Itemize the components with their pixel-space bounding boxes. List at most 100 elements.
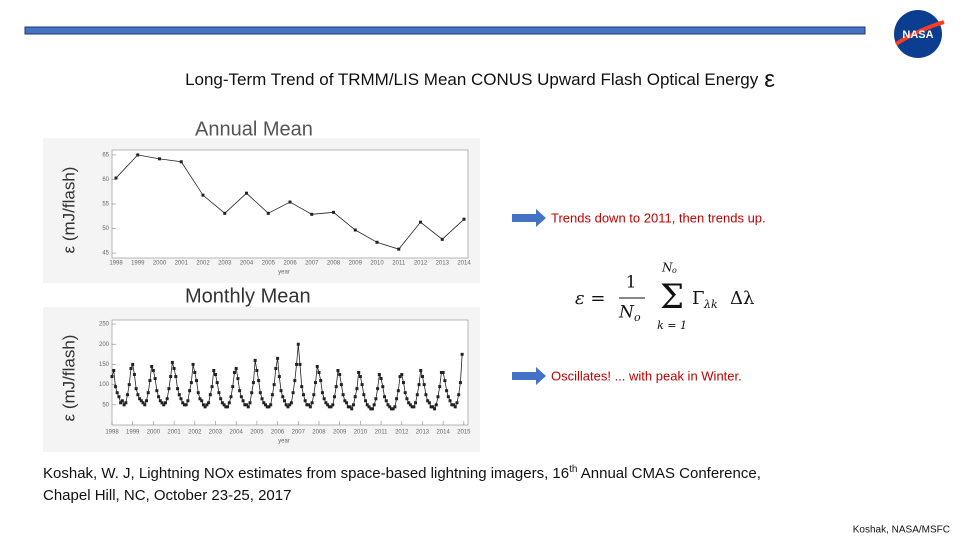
citation-line: Koshak, W. J, Lightning NOx estimates fr… [43, 464, 761, 482]
data-point [115, 391, 119, 395]
data-point [276, 356, 280, 360]
data-point [270, 393, 274, 397]
data-point [412, 405, 416, 409]
data-point [296, 342, 300, 346]
data-point [126, 393, 130, 397]
data-point [422, 383, 426, 387]
data-point [184, 403, 188, 407]
data-point [110, 375, 114, 379]
data-point [257, 379, 261, 383]
data-point [139, 399, 143, 403]
data-point [326, 403, 330, 407]
data-point [426, 399, 430, 403]
monthly-plot [111, 319, 469, 426]
data-point [146, 391, 150, 395]
data-point [267, 405, 271, 409]
data-point [446, 395, 450, 399]
data-point [208, 393, 212, 397]
data-point [331, 403, 335, 407]
data-point [419, 368, 423, 372]
data-point [246, 405, 250, 409]
data-point [376, 387, 380, 391]
data-point [436, 395, 440, 399]
data-point [262, 401, 266, 405]
data-point [405, 397, 409, 401]
data-point [377, 373, 381, 377]
data-point [286, 405, 290, 409]
data-point [191, 362, 195, 366]
arrow [512, 367, 546, 385]
y-tick-label: 50 [102, 402, 109, 408]
x-tick-label: 2014 [457, 261, 471, 267]
data-point [279, 389, 283, 393]
x-tick-label: 2002 [188, 430, 202, 436]
eq-den-sub: o [634, 311, 641, 324]
data-point [310, 212, 314, 216]
x-tick-label: 2001 [167, 430, 181, 436]
data-point [457, 393, 461, 397]
data-point [440, 237, 444, 241]
data-point [165, 397, 169, 401]
data-point [255, 368, 259, 372]
data-point [398, 375, 402, 379]
monthly-y-label: ε (mJ/flash) [59, 335, 78, 422]
data-point [298, 362, 302, 366]
data-point [372, 403, 376, 407]
y-tick-label: 65 [102, 152, 109, 158]
monthly-heading: Monthly Mean [185, 285, 311, 307]
x-tick-label: 2014 [436, 430, 450, 436]
data-point [151, 368, 155, 372]
x-tick-label: 2008 [327, 261, 341, 267]
data-point [226, 405, 230, 409]
y-tick-label: 100 [99, 382, 110, 388]
data-point [153, 377, 157, 381]
data-point [452, 403, 456, 407]
data-point [339, 383, 343, 387]
data-point [205, 403, 209, 407]
data-point [282, 399, 286, 403]
x-tick-label: 2011 [375, 430, 389, 436]
data-point [195, 379, 199, 383]
eq-lhs: ε = [575, 288, 605, 309]
data-point [127, 383, 131, 387]
x-tick-label: 2003 [209, 430, 223, 436]
data-point [248, 401, 252, 405]
data-point [391, 407, 395, 411]
data-point [417, 383, 421, 387]
data-point [143, 403, 147, 407]
data-point [222, 403, 226, 407]
y-tick-label: 250 [99, 322, 110, 328]
data-point [314, 381, 318, 385]
equation: ε = 1 N o Σ N o k = 1 Γ λk Δλ [575, 261, 754, 333]
data-point [360, 383, 364, 387]
y-tick-label: 200 [99, 342, 110, 348]
data-point [397, 247, 401, 251]
data-point [355, 387, 359, 391]
data-point [150, 364, 154, 368]
data-point [215, 381, 219, 385]
eq-term-sub: λk [703, 298, 718, 311]
data-point [251, 381, 255, 385]
data-point [295, 362, 299, 366]
data-point [264, 403, 268, 407]
data-point [119, 401, 123, 405]
x-tick-label: 2008 [312, 430, 326, 436]
data-point [410, 405, 414, 409]
data-point [301, 393, 305, 397]
data-point [414, 401, 418, 405]
data-point [433, 407, 437, 411]
x-tick-label: 2013 [416, 430, 430, 436]
data-point [381, 385, 385, 389]
data-point [358, 375, 362, 379]
data-point [207, 401, 211, 405]
data-point [415, 393, 419, 397]
data-point [383, 395, 387, 399]
data-point [234, 366, 238, 370]
data-point [379, 377, 383, 381]
data-point [213, 373, 217, 377]
x-tick-label: 2005 [262, 261, 276, 267]
annual-y-label: ε (mJ/flash) [59, 167, 78, 254]
x-tick-label: 2010 [354, 430, 368, 436]
logo-swoosh [894, 20, 945, 46]
